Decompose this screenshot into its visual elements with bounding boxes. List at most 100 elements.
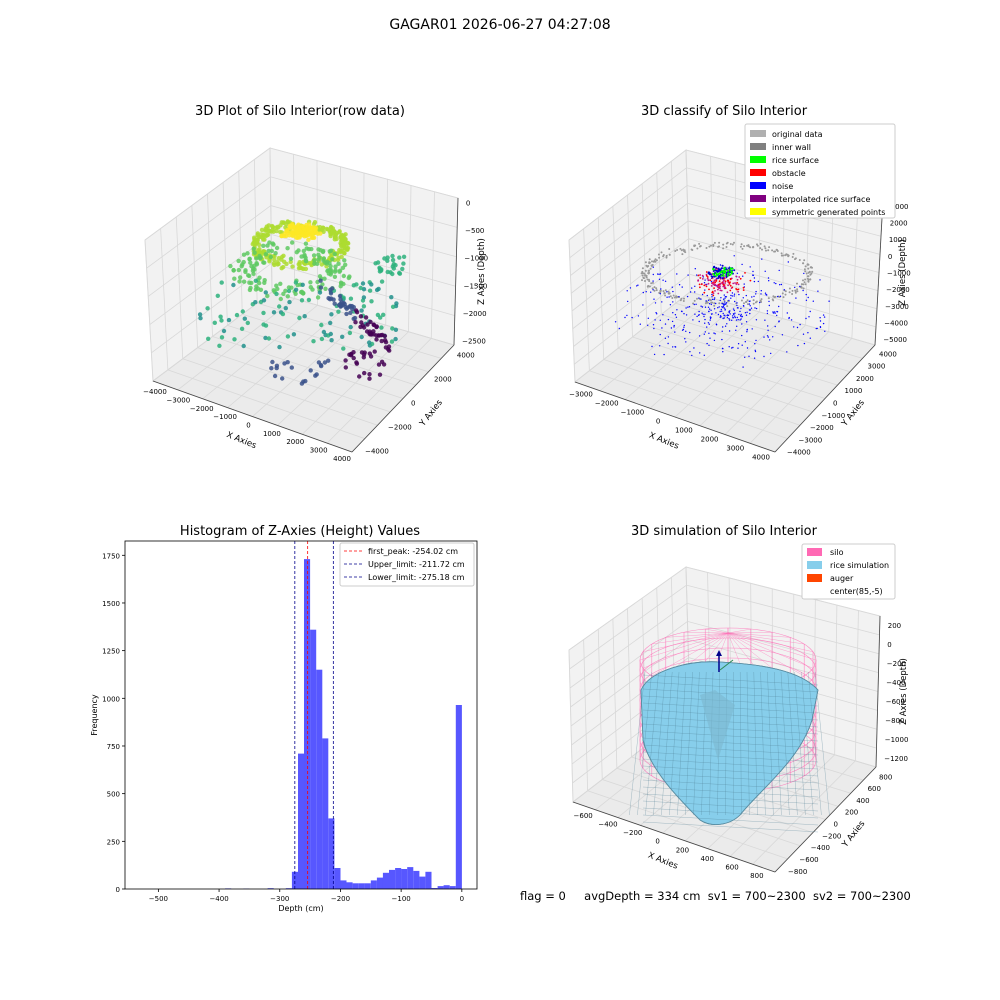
scatter-point xyxy=(313,229,319,235)
scatter-point xyxy=(343,238,348,243)
scatter-point xyxy=(367,372,372,377)
noise-point xyxy=(721,277,724,280)
scatter-point xyxy=(281,264,286,270)
inner-wall-point xyxy=(811,270,814,273)
rice-surface-point xyxy=(749,279,752,282)
plot4-title: 3D simulation of Silo Interior xyxy=(631,524,817,539)
grid-line xyxy=(707,748,815,849)
grid-line xyxy=(587,790,788,860)
scatter-point xyxy=(326,358,331,363)
scatter-point xyxy=(341,273,346,279)
noise-point xyxy=(805,293,807,296)
noise-point xyxy=(704,306,707,308)
silo-roof-wire xyxy=(727,632,791,638)
noise-point xyxy=(736,302,738,304)
scatter-point xyxy=(342,243,347,248)
inner-wall-point xyxy=(731,243,734,246)
rice-surface-point xyxy=(714,290,716,292)
scatter-point xyxy=(338,297,343,302)
noise-point xyxy=(728,311,730,314)
scatter-point xyxy=(242,316,247,321)
scatter-point xyxy=(274,245,280,251)
noise-point xyxy=(693,303,695,306)
scatter-point xyxy=(311,339,316,344)
noise-point xyxy=(733,269,736,272)
inner-wall-point xyxy=(692,302,695,305)
scatter-point xyxy=(389,339,395,344)
noise-point xyxy=(773,282,775,284)
rice-mesh-line xyxy=(642,681,819,693)
noise-point xyxy=(724,325,727,327)
scatter-point xyxy=(272,257,277,262)
scatter-point xyxy=(374,287,380,293)
noise-point xyxy=(711,296,713,298)
noise-point xyxy=(789,302,791,304)
scatter-point xyxy=(300,224,305,229)
noise-point xyxy=(761,258,763,260)
rice-surface-point xyxy=(697,279,700,282)
inner-wall-point xyxy=(696,297,698,300)
silo-roof-wire xyxy=(727,632,814,652)
inner-wall-point xyxy=(710,244,712,247)
inner-wall-point xyxy=(746,303,749,306)
noise-point xyxy=(717,307,719,309)
x-tick-label: 2000 xyxy=(701,436,719,444)
noise-point xyxy=(819,317,821,319)
noise-point xyxy=(678,296,680,298)
inner-wall-point xyxy=(782,254,784,257)
grid-line xyxy=(175,216,184,359)
inner-wall-point xyxy=(807,267,810,270)
scatter-point xyxy=(272,373,278,379)
noise-point xyxy=(728,267,730,270)
noise-point xyxy=(788,316,790,319)
scatter-point xyxy=(221,328,227,334)
scatter-point xyxy=(278,229,283,235)
scatter-point xyxy=(253,300,258,305)
scatter-point xyxy=(329,312,334,317)
silo-roof-wire xyxy=(683,632,729,634)
noise-point xyxy=(732,308,735,310)
noise-point xyxy=(709,316,712,318)
noise-point xyxy=(636,285,638,287)
scatter-point xyxy=(324,226,329,232)
grid-line xyxy=(385,179,388,326)
scatter-point xyxy=(379,267,384,272)
noise-point xyxy=(797,344,799,347)
scatter-point xyxy=(261,237,266,242)
histogram-bar xyxy=(376,877,383,889)
inner-wall-point xyxy=(672,294,675,297)
noise-point xyxy=(704,289,706,291)
scatter-point xyxy=(266,336,272,341)
scatter-point xyxy=(313,225,319,231)
noise-point xyxy=(654,319,656,321)
inner-wall-point xyxy=(733,241,735,244)
noise-point xyxy=(713,308,716,310)
noise-point xyxy=(754,350,757,353)
grid-line xyxy=(160,228,169,370)
scatter-point xyxy=(228,263,233,269)
histogram-bar xyxy=(389,869,396,889)
noise-point xyxy=(733,295,735,297)
noise-point xyxy=(754,343,756,345)
scatter-point xyxy=(308,280,313,285)
rice-surface-point xyxy=(704,283,707,286)
noise-point xyxy=(753,277,756,279)
inner-wall-point xyxy=(659,289,662,292)
scatter-point xyxy=(282,361,287,366)
noise-point xyxy=(689,331,691,334)
noise-point xyxy=(706,342,708,345)
scatter-point xyxy=(241,279,247,284)
inner-wall-point xyxy=(807,278,810,281)
scatter-point xyxy=(294,230,299,236)
scatter-point xyxy=(343,365,348,370)
noise-point xyxy=(667,336,670,338)
scatter-point xyxy=(401,261,406,266)
noise-point xyxy=(664,323,667,325)
grid-line xyxy=(571,220,880,312)
inner-wall-point xyxy=(809,273,812,276)
inner-wall-point xyxy=(741,247,744,250)
scatter-point xyxy=(390,304,396,309)
noise-point xyxy=(719,299,721,302)
rice-surface-point xyxy=(726,291,729,294)
rice-surface-point xyxy=(729,289,732,292)
